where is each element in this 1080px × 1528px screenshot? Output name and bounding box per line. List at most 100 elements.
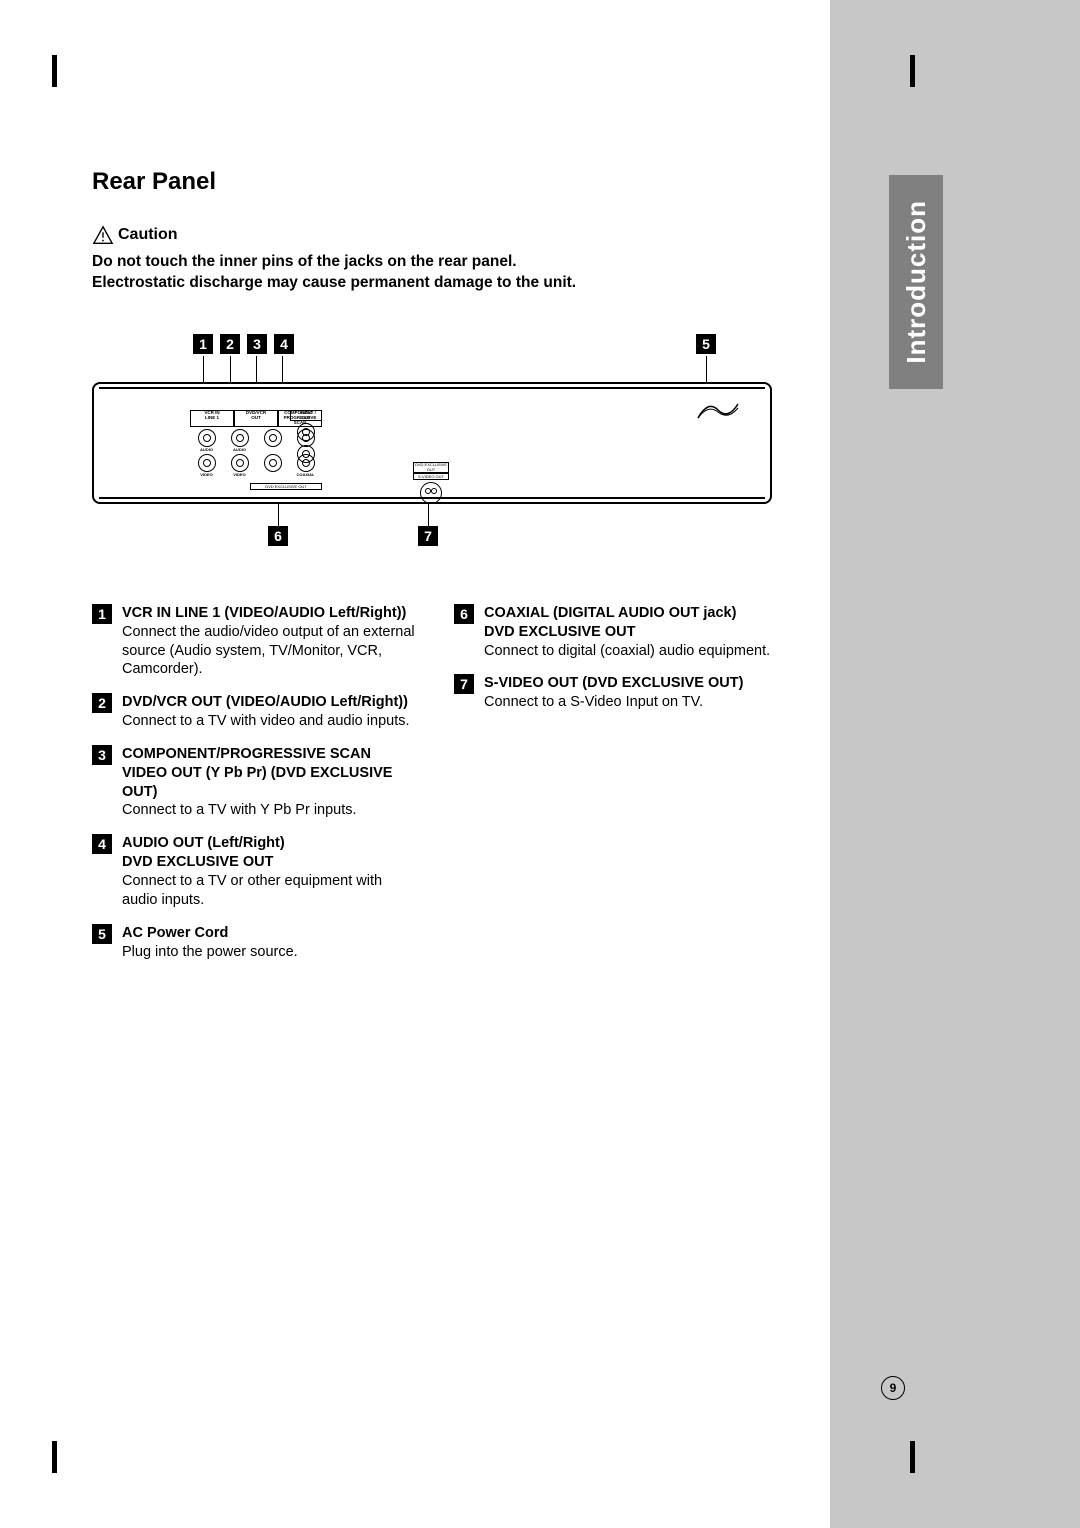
- tiny-label: [256, 447, 289, 452]
- legend-item: 2 DVD/VCR OUT (VIDEO/AUDIO Left/Right)) …: [92, 693, 420, 731]
- svideo-block: DVD EXCLUSIVE OUT S-VIDEO OUT: [413, 462, 449, 505]
- caution-label: Caution: [118, 226, 178, 244]
- rca-jack: [297, 423, 315, 441]
- caution-text: Do not touch the inner pins of the jacks…: [92, 252, 782, 294]
- legend-item: 1 VCR IN LINE 1 (VIDEO/AUDIO Left/Right)…: [92, 604, 420, 679]
- legend-text: COAXIAL (DIGITAL AUDIO OUT jack) DVD EXC…: [484, 604, 770, 661]
- section-tab-label: Introduction: [901, 200, 932, 364]
- rca-jack: [198, 454, 216, 472]
- caution-line1: Do not touch the inner pins of the jacks…: [92, 253, 517, 270]
- legend-text: DVD/VCR OUT (VIDEO/AUDIO Left/Right)) Co…: [122, 693, 410, 731]
- tiny-label: COAXIAL: [289, 472, 322, 477]
- callout-6: 6: [268, 526, 288, 546]
- legend-desc: Connect to a TV with Y Pb Pr inputs.: [122, 802, 357, 818]
- callout-1: 1: [193, 334, 213, 354]
- jack-row: [290, 445, 322, 463]
- leader-line: [282, 356, 283, 384]
- page-number: 9: [881, 1376, 905, 1400]
- legend-head: COAXIAL (DIGITAL AUDIO OUT jack) DVD EXC…: [484, 605, 736, 640]
- legend-item: 6 COAXIAL (DIGITAL AUDIO OUT jack) DVD E…: [454, 604, 782, 661]
- legend-num: 7: [454, 674, 474, 694]
- callout-5: 5: [696, 334, 716, 354]
- rca-jack: [231, 454, 249, 472]
- legend-item: 5 AC Power Cord Plug into the power sour…: [92, 924, 420, 962]
- exclusive-out-label: DVD EXCLUSIVE OUT: [250, 483, 322, 490]
- leader-line: [230, 356, 231, 384]
- caution-icon: [92, 224, 114, 246]
- caution-line2: Electrostatic discharge may cause perman…: [92, 274, 576, 291]
- legend-desc: Plug into the power source.: [122, 944, 298, 960]
- legend-desc: Connect the audio/video output of an ext…: [122, 624, 415, 678]
- svideo-label2: S-VIDEO OUT: [413, 473, 449, 480]
- legend-text: AUDIO OUT (Left/Right) DVD EXCLUSIVE OUT…: [122, 834, 420, 909]
- leader-line: [203, 356, 204, 384]
- jack-label: VCR IN LINE 1: [190, 410, 234, 427]
- crop-mark: [910, 1441, 915, 1473]
- legend-num: 5: [92, 924, 112, 944]
- rear-panel-outline: VCR IN LINE 1 DVD/VCR OUT COMPONENT / PR…: [92, 382, 772, 504]
- jack-row: [290, 423, 322, 441]
- callout-3: 3: [247, 334, 267, 354]
- page-content: Rear Panel Caution Do not touch the inne…: [92, 168, 782, 975]
- legend-col-left: 1 VCR IN LINE 1 (VIDEO/AUDIO Left/Right)…: [92, 604, 420, 976]
- legend-item: 4 AUDIO OUT (Left/Right) DVD EXCLUSIVE O…: [92, 834, 420, 909]
- callout-2: 2: [220, 334, 240, 354]
- jack-label: AUDIO OUT: [290, 410, 322, 421]
- legend-num: 6: [454, 604, 474, 624]
- legend-num: 1: [92, 604, 112, 624]
- legend-text: AC Power Cord Plug into the power source…: [122, 924, 298, 962]
- rca-jack: [231, 429, 249, 447]
- leader-line: [256, 356, 257, 384]
- rca-jack: [264, 454, 282, 472]
- callouts-top: 1 2 3 4: [193, 334, 294, 354]
- rca-jack: [264, 429, 282, 447]
- caution-heading: Caution: [92, 224, 782, 246]
- legend-head: COMPONENT/PROGRESSIVE SCAN VIDEO OUT (Y …: [122, 746, 392, 800]
- legend-head: AC Power Cord: [122, 925, 228, 941]
- rca-jack: [297, 445, 315, 463]
- legend-desc: Connect to a TV or other equipment with …: [122, 873, 382, 908]
- callouts-bottom: 6 7: [268, 526, 438, 546]
- crop-mark: [52, 1441, 57, 1473]
- tiny-label: [256, 472, 289, 477]
- audio-out-column: AUDIO OUT: [290, 410, 322, 463]
- side-gray-bar: [830, 0, 1080, 1528]
- jack-label: DVD/VCR OUT: [234, 410, 278, 427]
- legend-head: VCR IN LINE 1 (VIDEO/AUDIO Left/Right)): [122, 605, 406, 621]
- page-title: Rear Panel: [92, 168, 782, 196]
- tiny-label: VIDEO: [190, 472, 223, 477]
- legend-head: DVD/VCR OUT (VIDEO/AUDIO Left/Right)): [122, 694, 408, 710]
- leader-line: [706, 356, 707, 384]
- legend-num: 2: [92, 693, 112, 713]
- cord-clamp-icon: [696, 398, 740, 420]
- tiny-label: VIDEO: [223, 472, 256, 477]
- crop-mark: [910, 55, 915, 87]
- sub-label-row: VIDEO VIDEO COAXIAL: [190, 472, 322, 477]
- legend-text: S-VIDEO OUT (DVD EXCLUSIVE OUT) Connect …: [484, 674, 743, 712]
- callout-5-num: 5: [696, 334, 716, 354]
- rca-jack: [198, 429, 216, 447]
- crop-mark: [52, 55, 57, 87]
- tiny-label: AUDIO: [223, 447, 256, 452]
- svideo-jack: [420, 482, 442, 504]
- legend-item: 7 S-VIDEO OUT (DVD EXCLUSIVE OUT) Connec…: [454, 674, 782, 712]
- legend-col-right: 6 COAXIAL (DIGITAL AUDIO OUT jack) DVD E…: [454, 604, 782, 976]
- legend-item: 3 COMPONENT/PROGRESSIVE SCAN VIDEO OUT (…: [92, 745, 420, 820]
- legend-head: S-VIDEO OUT (DVD EXCLUSIVE OUT): [484, 675, 743, 691]
- bezel: [99, 387, 765, 389]
- legend-head: AUDIO OUT (Left/Right) DVD EXCLUSIVE OUT: [122, 835, 285, 870]
- legend-desc: Connect to a S-Video Input on TV.: [484, 694, 703, 710]
- legend-num: 3: [92, 745, 112, 765]
- callout-4: 4: [274, 334, 294, 354]
- legend-desc: Connect to a TV with video and audio inp…: [122, 713, 410, 729]
- callout-7: 7: [418, 526, 438, 546]
- tiny-label: AUDIO: [190, 447, 223, 452]
- section-tab: Introduction: [889, 175, 943, 389]
- label-row: AUDIO OUT: [290, 410, 322, 421]
- legend-num: 4: [92, 834, 112, 854]
- legend-text: COMPONENT/PROGRESSIVE SCAN VIDEO OUT (Y …: [122, 745, 420, 820]
- legend-desc: Connect to digital (coaxial) audio equip…: [484, 643, 770, 659]
- legend-text: VCR IN LINE 1 (VIDEO/AUDIO Left/Right)) …: [122, 604, 420, 679]
- svideo-label: DVD EXCLUSIVE OUT: [413, 462, 449, 473]
- legend: 1 VCR IN LINE 1 (VIDEO/AUDIO Left/Right)…: [92, 604, 782, 976]
